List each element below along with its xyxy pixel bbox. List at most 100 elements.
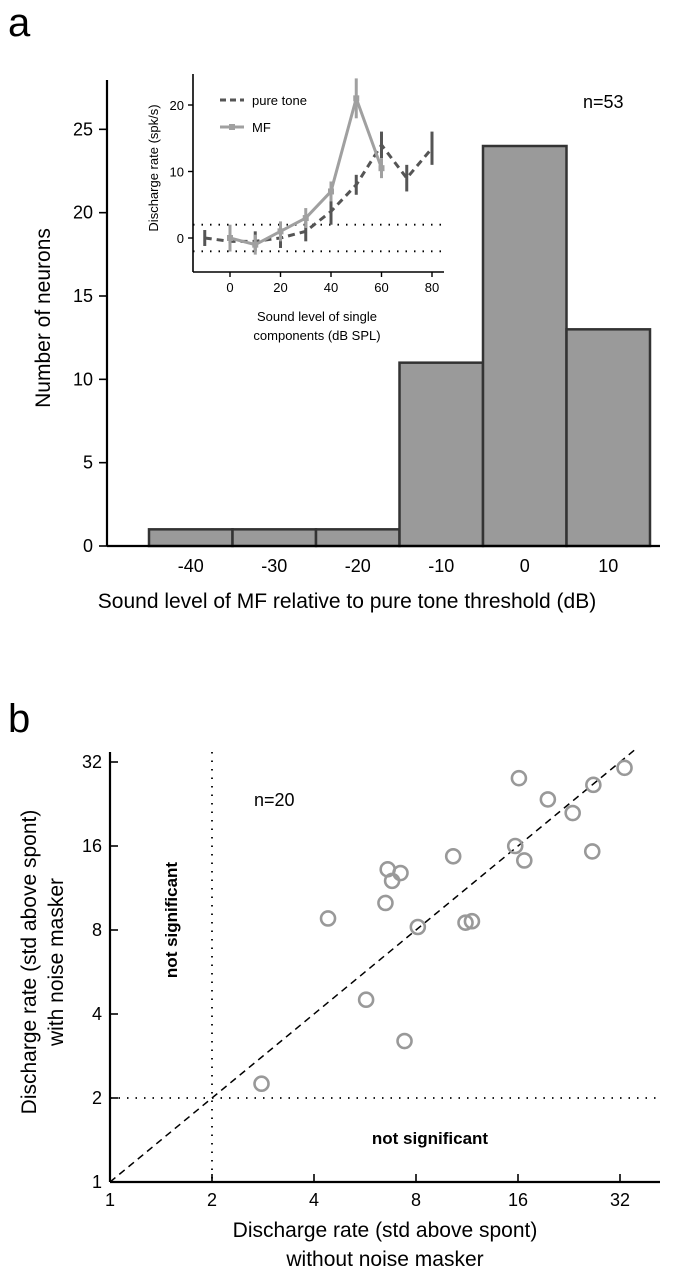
scatter-point (253, 1075, 270, 1093)
scatter-y-tick-label: 2 (92, 1088, 102, 1108)
legend-mf-label: MF (252, 120, 271, 135)
histogram-y-ticks: 0 5 10 15 20 25 (73, 119, 107, 556)
histogram-y-tick-label: 15 (73, 286, 93, 306)
histogram-y-axis-label: Number of neurons (32, 228, 55, 408)
histogram-bar-0 (481, 144, 568, 548)
inset-series-mf-marker (277, 228, 284, 235)
histogram-x-tick-label: 0 (520, 556, 530, 576)
inset-y-axis-label: Discharge rate (spk/s) (146, 104, 161, 231)
inset-x-tick-label: 60 (374, 280, 388, 295)
scatter-guides (109, 747, 660, 1183)
scatter-y-tick-label: 4 (92, 1004, 102, 1024)
scatter-point (506, 837, 524, 855)
scatter-x-tick-label: 32 (610, 1190, 630, 1210)
scatter-point (463, 912, 481, 930)
scatter-x-tick-label: 1 (105, 1190, 115, 1210)
panel-letter-a: a (8, 1, 31, 45)
histogram-x-tick-label: 10 (598, 556, 618, 576)
scatter-points (253, 759, 633, 1093)
scatter-point (396, 1032, 413, 1050)
scatter-axes (108, 752, 660, 1184)
histogram-x-ticks: -40 -30 -20 -10 0 10 (178, 556, 619, 576)
inset-axes (192, 74, 444, 273)
scatter-point (616, 759, 633, 777)
scatter-point (377, 894, 394, 912)
histogram-x-tick-label: -20 (345, 556, 371, 576)
inset-x-ticks: 0 20 40 60 80 (226, 272, 439, 295)
scatter-x-tick-label: 8 (411, 1190, 421, 1210)
panel-letter-b: b (8, 697, 30, 741)
histogram-n-annotation: n=53 (583, 92, 624, 112)
legend-pure-tone-label: pure tone (252, 93, 307, 108)
not-significant-vertical-label: not significant (162, 862, 181, 979)
scatter-point (319, 910, 337, 927)
scatter-y-tick-label: 8 (92, 920, 102, 940)
inset-line-chart: 0 20 40 60 80 0 10 20 pure tone MF Discharge r… (146, 62, 450, 352)
histogram-x-tick-label: -40 (178, 556, 204, 576)
scatter-y-tick-label: 16 (82, 836, 102, 856)
inset-x-tick-label: 80 (425, 280, 439, 295)
scatter-point (564, 804, 581, 822)
scatter-point (357, 991, 375, 1009)
inset-series-mf-marker (302, 215, 309, 222)
scatter-y-axis-label-line1: Discharge rate (std above spont) (18, 810, 41, 1115)
inset-y-tick-label: 10 (170, 165, 184, 180)
scatter-x-axis-label-line2: without noise masker (285, 1248, 483, 1271)
inset-x-tick-label: 20 (273, 280, 287, 295)
inset-series-mf-marker (328, 188, 334, 195)
inset-series-mf-marker (252, 241, 259, 248)
histogram-x-tick-label: -10 (428, 556, 454, 576)
inset-x-axis-label-line1: Sound level of single (257, 309, 377, 324)
inset-series-mf-marker (353, 95, 360, 102)
inset-x-axis-label-line2: components (dB SPL) (253, 328, 380, 343)
inset-y-ticks: 0 10 20 (170, 98, 193, 246)
histogram-y-tick-label: 0 (83, 536, 93, 556)
histogram-bar--30 (231, 528, 318, 548)
scatter-x-axis-label-line1: Discharge rate (std above spont) (233, 1219, 538, 1242)
scatter-y-ticks: 1 2 4 8 16 32 (82, 752, 118, 1192)
histogram-y-tick-label: 25 (73, 119, 93, 139)
histogram-y-tick-label: 20 (73, 203, 93, 223)
scatter-x-tick-label: 4 (309, 1190, 319, 1210)
scatter-point (409, 918, 427, 936)
histogram-x-axis-label: Sound level of MF relative to pure tone … (98, 590, 596, 613)
inset-series-mf-marker (227, 235, 233, 241)
inset-background (150, 62, 450, 352)
inset-x-tick-label: 0 (226, 280, 233, 295)
inset-x-tick-label: 40 (324, 280, 338, 295)
scatter-point (539, 791, 557, 808)
histogram-bar--40 (147, 528, 234, 548)
histogram-bar--20 (314, 528, 401, 548)
inset-y-tick-label: 0 (177, 231, 184, 246)
scatter-point (583, 843, 601, 860)
histogram-y-tick-label: 5 (83, 453, 93, 473)
scatter-point (457, 914, 474, 931)
histogram-axes (105, 80, 660, 548)
not-significant-horizontal-label: not significant (372, 1129, 489, 1148)
histogram-panel-a: -40 -30 -20 -10 0 10 0 5 10 15 20 25 n=53 Sound le… (32, 80, 660, 613)
scatter-x-ticks: 1 2 4 8 16 32 (105, 1174, 630, 1210)
histogram-bar-10 (565, 328, 652, 548)
scatter-y-axis-label-line2: with noise masker (45, 878, 68, 1047)
scatter-n-annotation: n=20 (254, 790, 295, 810)
scatter-point (585, 776, 602, 794)
scatter-point (444, 847, 462, 865)
scatter-unity-line (109, 747, 638, 1183)
scatter-x-tick-label: 16 (508, 1190, 528, 1210)
inset-series (203, 78, 434, 255)
histogram-x-tick-label: -30 (261, 556, 287, 576)
scatter-x-tick-label: 2 (207, 1190, 217, 1210)
inset-legend: pure tone MF (220, 93, 307, 135)
scatter-panel-b: 1 2 4 8 16 32 1 2 4 8 16 32 n=20 not significant n… (18, 747, 660, 1271)
scatter-y-tick-label: 32 (82, 752, 102, 772)
scatter-point (392, 864, 409, 882)
inset-series-mf-marker (378, 165, 385, 172)
histogram-bar--10 (398, 361, 485, 548)
scatter-point (516, 852, 533, 869)
scatter-y-tick-label: 1 (92, 1172, 102, 1192)
histogram-y-tick-label: 10 (73, 369, 93, 389)
inset-y-tick-label: 20 (170, 98, 184, 113)
histogram-bars (147, 144, 652, 548)
legend-mf-marker (229, 124, 235, 130)
